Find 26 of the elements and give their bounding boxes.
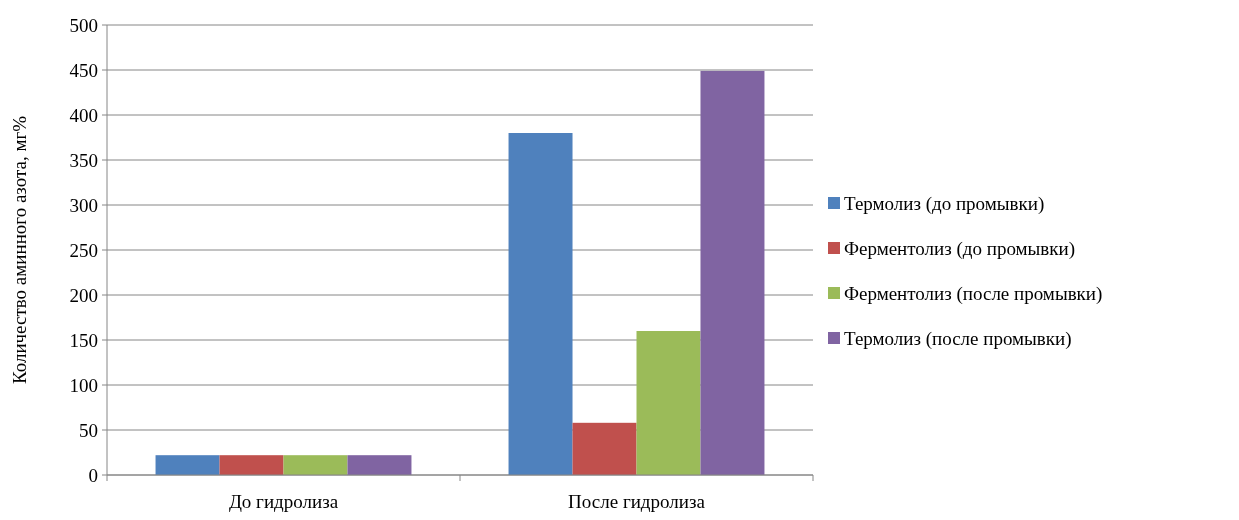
legend-label: Термолиз (после промывки) [844,327,1072,350]
y-tick-label: 350 [69,149,98,171]
y-tick-label: 0 [88,464,98,486]
legend-label: Ферментолиз (после промывки) [844,282,1103,305]
x-tick-label: После гидролиза [568,491,706,512]
bar [636,331,701,475]
y-tick-label: 50 [79,419,98,441]
legend-label: Термолиз (до промывки) [844,192,1045,215]
bar [508,133,573,475]
y-tick-label: 250 [69,239,98,261]
bar [219,455,284,475]
y-tick-label: 450 [69,59,98,81]
bar [572,422,637,475]
legend-label: Ферментолиз (до промывки) [844,237,1076,260]
y-tick-label: 500 [69,14,98,36]
y-tick-label: 200 [69,284,98,306]
y-tick-label: 400 [69,104,98,126]
y-axis-title: Количество аминного азота, мг% [9,115,30,385]
bar [155,455,220,475]
bar [700,70,765,475]
y-tick-label: 150 [69,329,98,351]
y-tick-label: 100 [69,374,98,396]
bar [347,455,412,475]
bar [283,455,348,475]
y-tick-label: 300 [69,194,98,216]
x-tick-label: До гидролиза [228,491,339,512]
